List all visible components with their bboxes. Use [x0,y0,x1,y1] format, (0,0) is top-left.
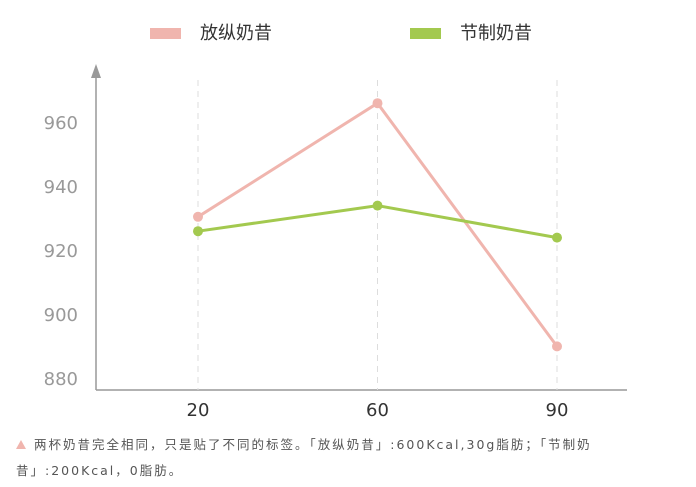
caption-icon [16,440,26,449]
data-point [193,226,203,237]
y-tick-label: 900 [44,305,78,326]
legend-label: 放纵奶昔 [200,23,272,44]
data-point [552,341,562,352]
chart: 880 900 920 940 960 20 60 90 放纵奶昔 节制奶昔 [44,23,627,421]
data-point [552,232,562,243]
caption-text: 两杯奶昔完全相同，只是贴了不同的标签。「放纵奶昔」:600Kcal,30g脂肪；… [16,437,592,478]
x-tick-label: 90 [546,400,569,421]
y-axis-arrow [91,64,101,78]
x-tick-label: 60 [366,400,389,421]
caption: 两杯奶昔完全相同，只是贴了不同的标签。「放纵奶昔」:600Kcal,30g脂肪；… [16,432,676,484]
legend-swatch [150,28,181,39]
x-tick-label: 20 [187,400,210,421]
legend-label: 节制奶昔 [460,23,532,44]
data-point [372,200,383,211]
y-tick-label: 880 [44,369,78,390]
data-point [372,98,383,109]
y-tick-label: 920 [44,241,78,262]
y-tick-label: 940 [44,177,78,198]
legend-swatch [410,28,441,39]
data-point [193,211,203,222]
y-tick-label: 960 [44,113,78,134]
